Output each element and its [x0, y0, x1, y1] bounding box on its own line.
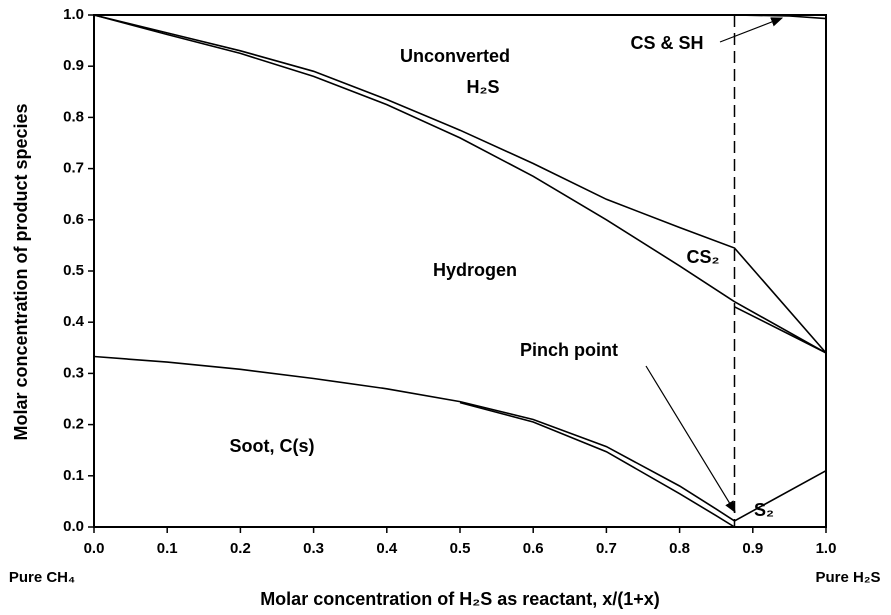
x-tick-label: 0.3: [303, 540, 324, 557]
region-label: Hydrogen: [433, 260, 517, 280]
y-tick-label: 1.0: [63, 6, 84, 23]
y-tick-label: 0.2: [63, 416, 84, 433]
region-label: H₂S: [466, 77, 499, 97]
x-tick-label: 0.7: [596, 540, 617, 557]
x-tick-label: 0.9: [742, 540, 763, 557]
y-tick-label: 0.6: [63, 211, 84, 228]
y-axis-label: Molar concentration of product species: [11, 103, 31, 440]
y-tick-label: 0.7: [63, 160, 84, 177]
x-tick-label: 0.6: [523, 540, 544, 557]
boundary-line: [93, 14, 827, 354]
x-tick-label: 0.4: [376, 540, 398, 557]
y-tick-label: 0.4: [63, 313, 85, 330]
x-tick-label: 0.2: [230, 540, 251, 557]
y-tick-label: 0.5: [63, 262, 84, 279]
region-label: Unconverted: [400, 46, 510, 66]
region-label: Pinch point: [520, 340, 618, 360]
arrow: [645, 365, 736, 514]
region-label: Soot, C(s): [230, 436, 315, 456]
x-tick-label: 0.0: [84, 540, 105, 557]
boundary-line: [93, 14, 827, 354]
region-label: CS₂: [686, 247, 719, 267]
boundary-line: [734, 14, 827, 20]
x-tick-label: 0.1: [157, 540, 178, 557]
x-tick-label: 0.8: [669, 540, 690, 557]
y-tick-label: 0.3: [63, 364, 84, 381]
x-end-label: Pure CH₄: [9, 569, 75, 586]
x-tick-label: 0.5: [450, 540, 471, 557]
boundary-line: [459, 401, 735, 528]
boundary-line: [93, 355, 827, 522]
x-axis-label: Molar concentration of H₂S as reactant, …: [260, 589, 660, 609]
region-label: S₂: [754, 500, 774, 520]
y-tick-label: 0.8: [63, 108, 84, 125]
y-tick-label: 0.9: [63, 57, 84, 74]
y-tick-label: 0.1: [63, 467, 84, 484]
arrow: [719, 17, 784, 43]
y-tick-label: 0.0: [63, 518, 84, 535]
x-end-label: Pure H₂S: [815, 569, 880, 586]
region-label: CS & SH: [630, 33, 703, 53]
boundary-line: [734, 306, 827, 354]
x-tick-label: 1.0: [816, 540, 837, 557]
